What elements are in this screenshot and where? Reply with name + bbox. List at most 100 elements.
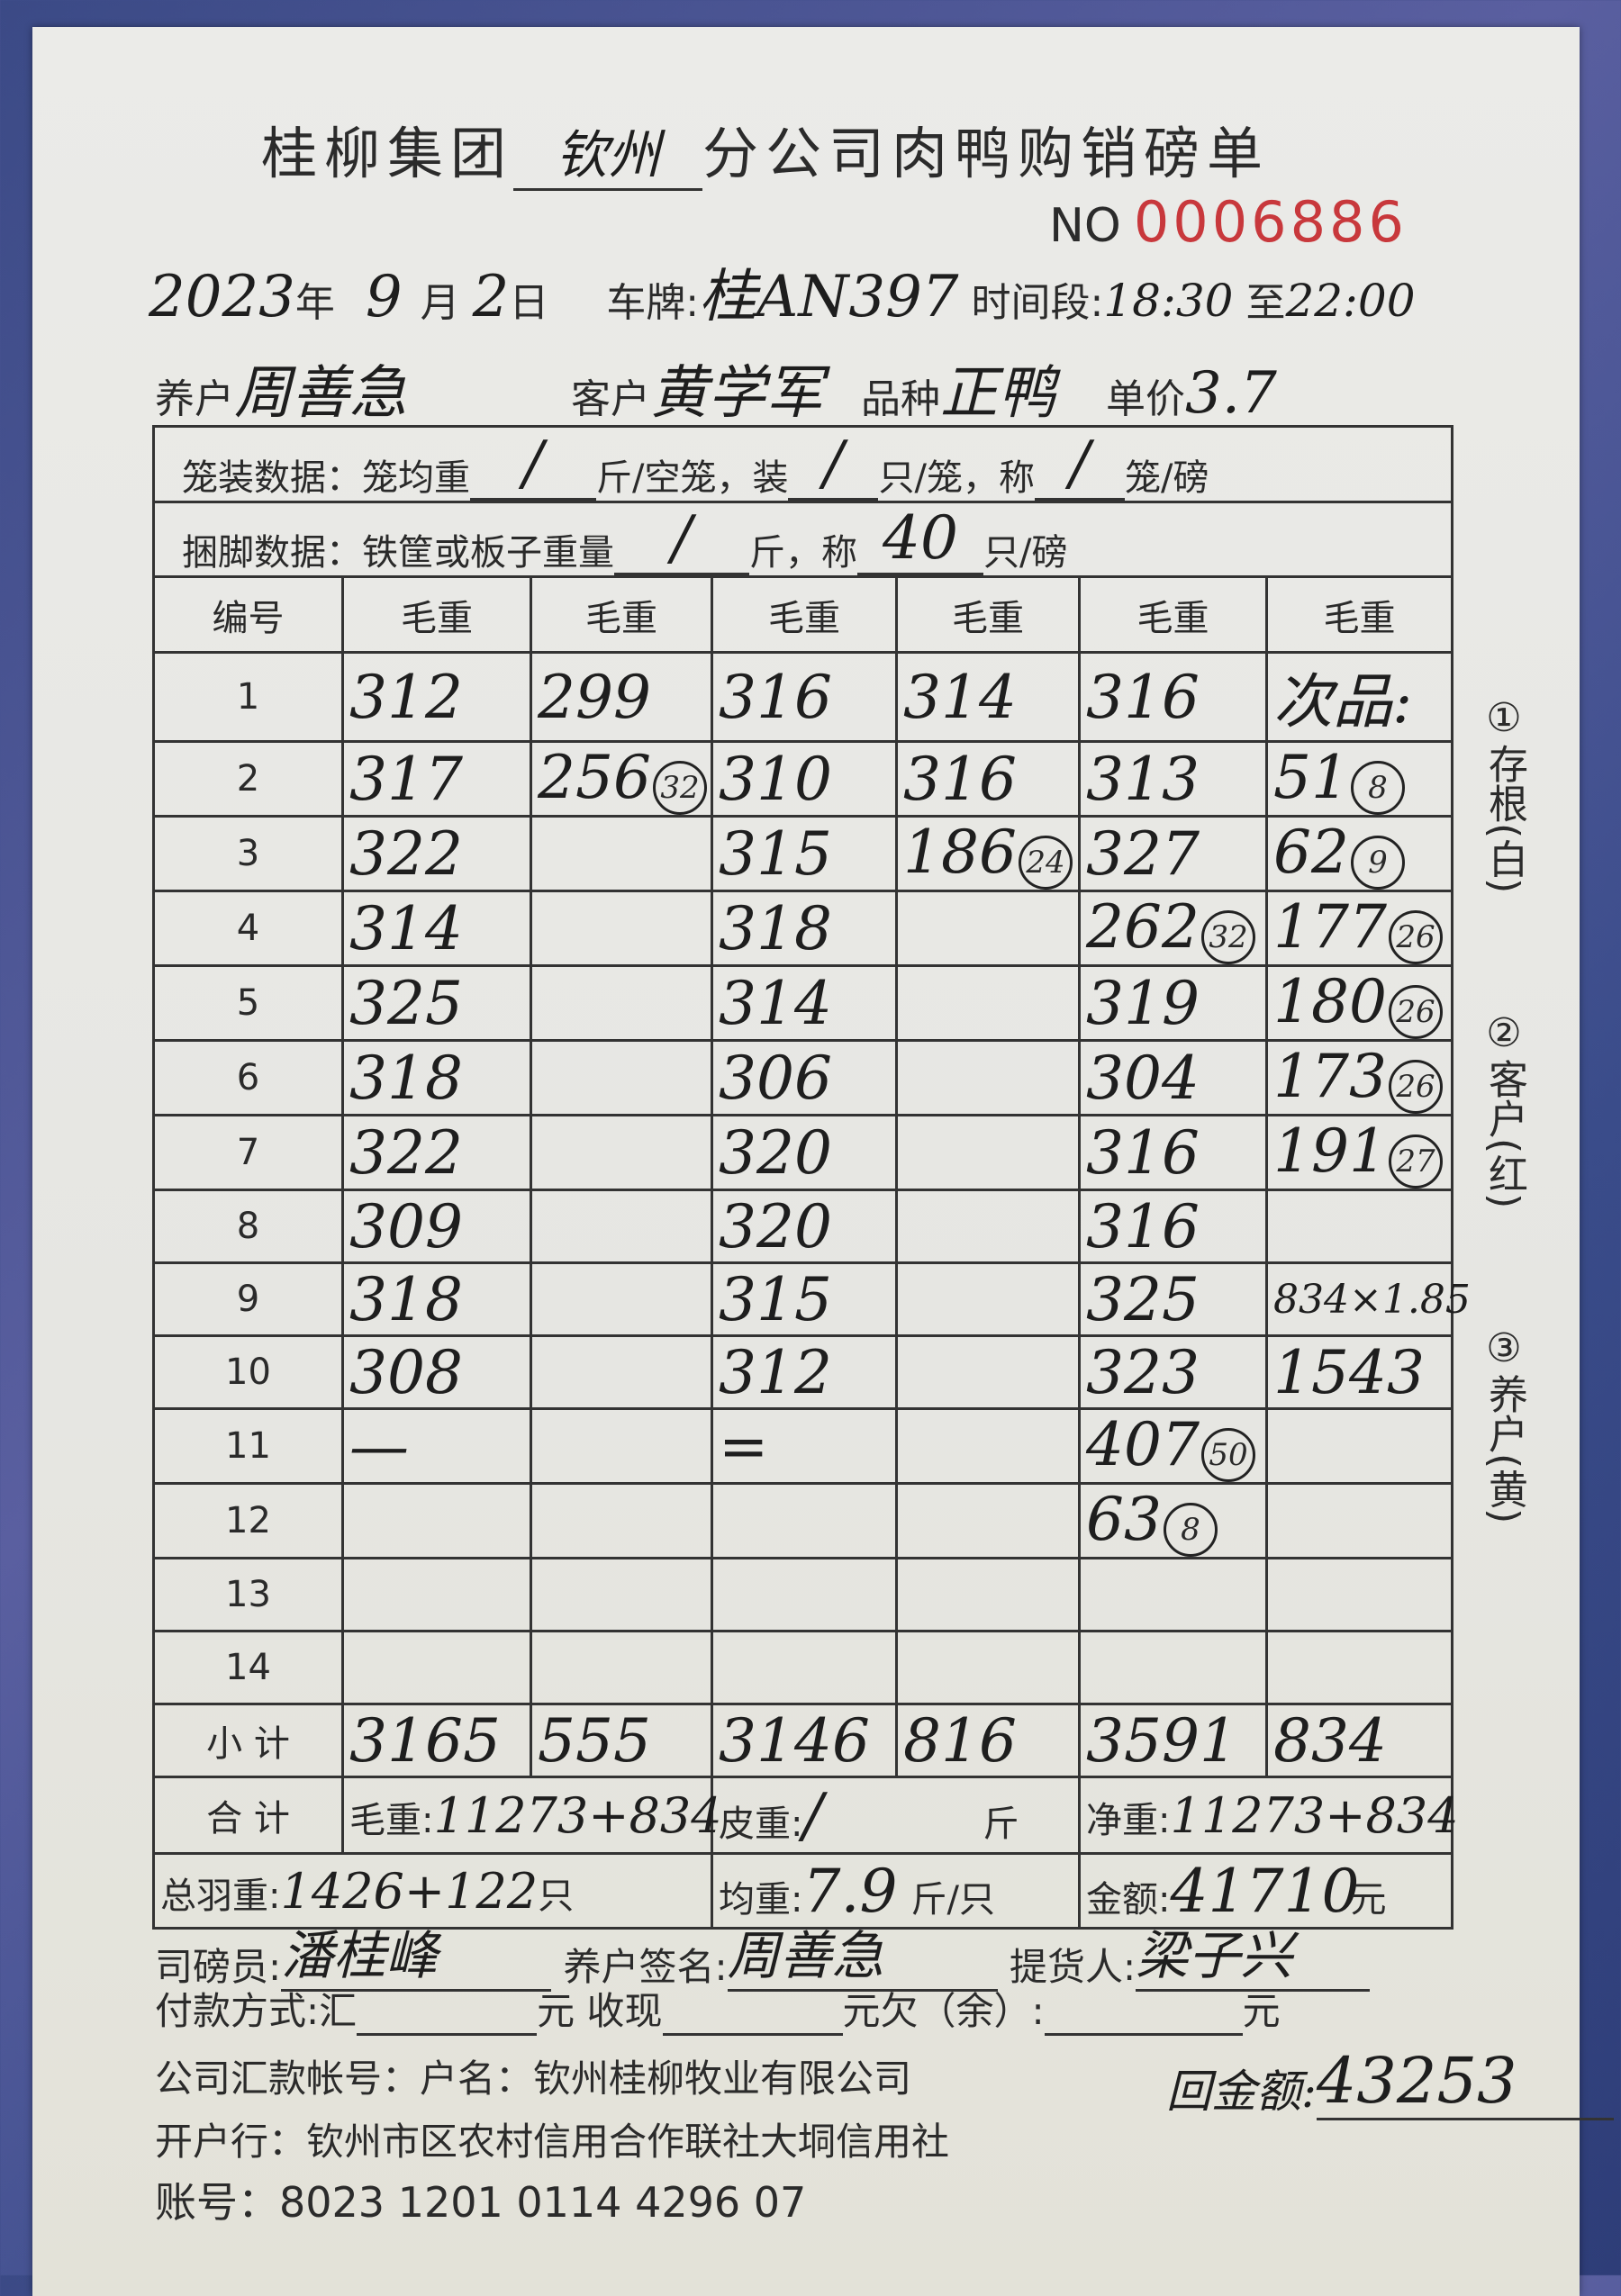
weight-value: 312 — [349, 662, 463, 732]
cage-count-circle: 32 — [1200, 910, 1255, 964]
subtotal-value: 555 — [538, 1705, 651, 1776]
row-number: 10 — [152, 1334, 344, 1410]
column-header: 毛重 — [711, 575, 898, 654]
weight-cell: 62 9 — [1264, 815, 1454, 892]
weight-value: 318 — [719, 893, 832, 963]
weight-value: 173 — [1273, 1042, 1387, 1111]
weight-value: 322 — [349, 1117, 463, 1188]
copy-note-3: ③ 养户(黄) — [1477, 1324, 1531, 1523]
row-number: 3 — [152, 815, 344, 892]
slip-title: 桂柳集团 钦州 分公司肉鸭购销磅单 — [261, 108, 1270, 191]
weight-cell — [895, 1189, 1081, 1264]
weight-value: 304 — [1086, 1043, 1200, 1113]
weight-cell — [530, 815, 713, 892]
cage-text: 只/笼，称 — [878, 456, 1035, 499]
weight-cell: 191 27 — [1264, 1114, 1454, 1191]
weight-cell: 316 — [1078, 1114, 1268, 1191]
table-row: 10 308 312 323 1543 — [152, 1334, 1454, 1410]
weight-value: 314 — [903, 662, 1017, 732]
cage-count-circle: 50 — [1200, 1428, 1255, 1482]
subtotal-value: 834 — [1273, 1705, 1387, 1776]
serial-value: 0006886 — [1133, 189, 1408, 255]
weight-value: 320 — [719, 1191, 832, 1261]
row-number: 2 — [152, 740, 344, 818]
weight-cell — [530, 1189, 713, 1264]
weight-value: 315 — [719, 1264, 832, 1334]
weight-cell: 306 — [711, 1039, 898, 1116]
weight-cell — [530, 964, 713, 1042]
weight-cell: 312 — [341, 651, 532, 743]
amount-label: 金额: — [1086, 1878, 1171, 1921]
weight-cell — [530, 1557, 713, 1632]
year-label: 年 — [294, 280, 335, 326]
table-row: 8 309 320 316 — [152, 1189, 1454, 1264]
weight-value: 323 — [1086, 1337, 1200, 1407]
copy-label: 客户(红) — [1481, 1059, 1527, 1209]
subtotal-value: 3165 — [349, 1705, 501, 1776]
day-label: 日 — [509, 280, 549, 326]
subtotal-value: 3146 — [719, 1705, 870, 1776]
weight-cell — [1264, 1482, 1454, 1559]
table-row: 5 325 314 319 180 26 — [152, 964, 1454, 1042]
time-label: 时间段: — [971, 280, 1104, 326]
table-row: 2 317 256 32 310 316 313 51 8 — [152, 740, 1454, 818]
weight-value: 325 — [349, 968, 463, 1038]
weight-value: 1543 — [1273, 1337, 1425, 1407]
weight-cell: 63 8 — [1078, 1482, 1268, 1559]
cage-count-circle: 24 — [1018, 836, 1073, 890]
table-row: 1 312 299 316 314 316 次品: — [152, 651, 1454, 743]
pickup-label: 提货人: — [1010, 1945, 1137, 1989]
amount-cell: 金额:41710元 — [1077, 1852, 1454, 1930]
weight-value: 262 — [1086, 892, 1200, 962]
month-label: 月 — [420, 280, 460, 326]
avg-value: 7.9 — [802, 1856, 898, 1926]
table-row: 4 314 318 262 32 177 26 — [152, 890, 1454, 967]
column-header: 毛重 — [341, 575, 532, 654]
weight-cell: 320 — [711, 1189, 898, 1264]
title-suffix: 分公司肉鸭购销磅单 — [702, 121, 1271, 186]
cage-per-weigh: / — [1034, 429, 1125, 501]
row-number: 8 — [152, 1189, 344, 1264]
copy-label: 养户(黄) — [1481, 1374, 1527, 1524]
gross-value: 11273+834 — [433, 1786, 722, 1844]
weight-cell: 325 — [341, 964, 532, 1042]
cage-count-circle: 26 — [1388, 985, 1443, 1039]
bind-text: 斤，称 — [749, 532, 857, 574]
row-number: 5 — [152, 964, 344, 1042]
weight-cell: 51 8 — [1264, 740, 1454, 818]
subtotal-row: 小 计 3165 555 3146 816 3591 834 — [152, 1703, 1454, 1778]
column-header: 毛重 — [530, 575, 713, 654]
copy-note-2: ② 客户(红) — [1477, 1008, 1531, 1208]
weight-cell — [895, 1482, 1081, 1559]
weight-cell: 304 — [1078, 1039, 1268, 1116]
total-row: 合 计毛重:11273+834 皮重:/斤净重:11273+834 — [152, 1776, 1459, 1855]
weight-value: 314 — [349, 893, 463, 963]
weight-cell: 322 — [341, 815, 532, 892]
day: 2 — [472, 264, 510, 330]
cage-text: 笼/磅 — [1124, 456, 1209, 499]
month: 9 — [365, 264, 403, 330]
weight-cell: 308 — [341, 1334, 532, 1410]
weight-cell — [711, 1630, 898, 1705]
column-header: 毛重 — [1264, 575, 1454, 654]
variety: 正鸭 — [940, 360, 1055, 427]
weigher-signature: 潘桂峰 — [281, 1913, 552, 1992]
weight-cell: 177 26 — [1264, 890, 1454, 967]
no-label: NO — [1049, 199, 1121, 253]
weight-value: 316 — [719, 662, 832, 732]
total-label: 合 计 — [152, 1776, 344, 1855]
row-number: 13 — [152, 1557, 344, 1632]
summary-row: 总羽重:1426+122只 均重:7.9 斤/只 金额:41710元 — [152, 1852, 1454, 1930]
weight-value: 318 — [349, 1264, 463, 1334]
weight-cell: — — [341, 1407, 532, 1485]
weight-cell: 180 26 — [1264, 964, 1454, 1042]
header-row: 编号 毛重 毛重 毛重 毛重 毛重 毛重 — [152, 575, 1454, 654]
row-number: 11 — [152, 1407, 344, 1485]
amount-unit: 元 — [1350, 1878, 1387, 1921]
owed-label: 元欠（余）: — [842, 1989, 1045, 2033]
weight-cell: 173 26 — [1264, 1039, 1454, 1116]
avg-unit: 斤/只 — [910, 1878, 995, 1921]
cage-count-circle: 32 — [652, 761, 707, 815]
weight-cell: 327 — [1078, 815, 1268, 892]
